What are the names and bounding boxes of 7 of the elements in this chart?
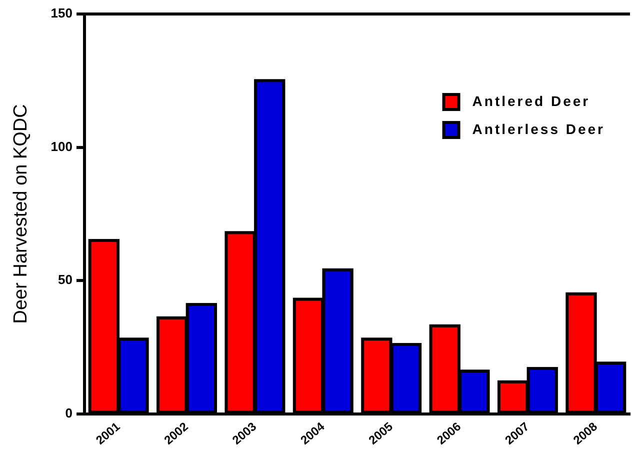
y-tick-label: 0 [65,405,72,420]
legend-label: Antlerless Deer [472,120,605,137]
y-tick-label: 100 [50,138,72,154]
y-tick-label: 50 [58,272,72,288]
legend-label: Antlered Deer [472,92,590,109]
y-axis-title: Deer Harvested on KQDC [10,104,32,324]
y-tick-label: 150 [50,6,72,21]
